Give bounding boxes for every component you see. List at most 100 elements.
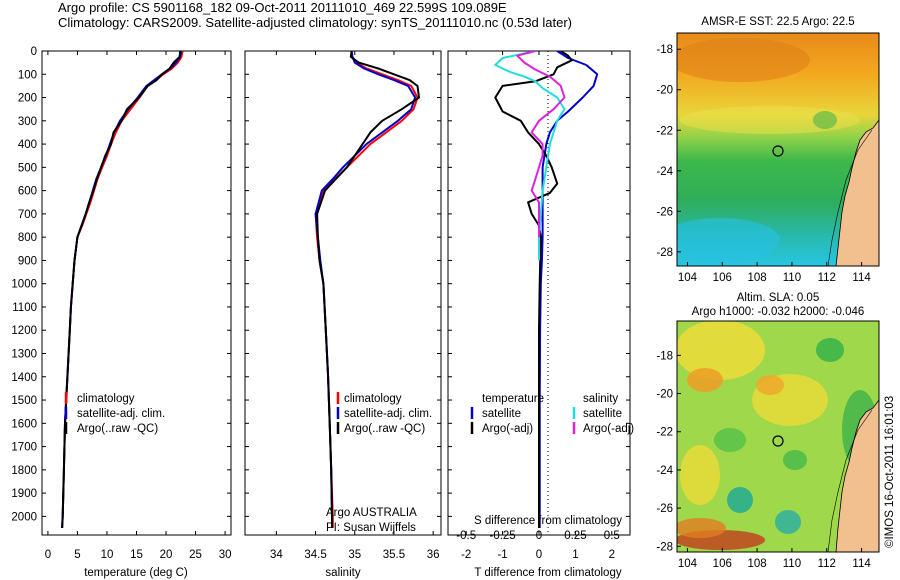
- sla-yellow-patch: [677, 321, 765, 380]
- pi-annotation: PI: Susan Wijffels: [326, 522, 416, 534]
- x-tick-label: 34.5: [304, 549, 326, 561]
- profile-series: [61, 51, 599, 529]
- s-difference-axis-label: S difference from climatology: [474, 515, 622, 527]
- sla-map-title-line2: Argo h1000: -0.032 h2000: -0.046: [692, 306, 865, 318]
- x-tick-label: 36: [427, 549, 440, 561]
- legend-label-t-satellite: satellite: [482, 408, 521, 420]
- legend-title-salinity: salinity: [583, 393, 618, 405]
- platform-annotation: Argo AUSTRALIA: [326, 507, 417, 519]
- depth-tick-label: 2000: [11, 511, 37, 523]
- series-group: [494, 51, 599, 528]
- map-x-tick-label: 108: [748, 272, 767, 284]
- land-mass: [835, 399, 879, 552]
- depth-tick-label: 500: [18, 162, 37, 174]
- x-tick-label: -1: [497, 549, 507, 561]
- map-y-tick-label: -18: [656, 44, 673, 56]
- sst-map: [677, 33, 879, 266]
- sst-map-frame: [676, 32, 880, 267]
- sla-orange-patch: [687, 368, 723, 392]
- map-y-tick-label: -20: [656, 389, 673, 401]
- legend-label-argo: Argo(..raw -QC): [344, 423, 425, 435]
- imos-watermark: ©IMOS 16-Oct-2011 16:01:03: [884, 396, 896, 548]
- x-tick-label: 25: [189, 549, 202, 561]
- legend-title-temperature: temperature: [482, 393, 544, 405]
- shelf-contour: [827, 409, 873, 552]
- legend-label-satellite: satellite-adj. clim.: [77, 408, 165, 420]
- depth-tick-label: 400: [18, 139, 37, 151]
- map-y-tick-label: -28: [656, 541, 673, 553]
- sst-yellow-band: [680, 106, 860, 134]
- salinity-panel-frame: [244, 50, 442, 536]
- map-x-tick-label: 112: [818, 272, 836, 284]
- temperature-panel-frame: [41, 50, 232, 536]
- sla-green-eddy: [783, 450, 807, 470]
- sst-green-patch: [813, 111, 837, 129]
- figure-title-line2: Climatology: CARS2009. Satellite-adjuste…: [58, 15, 573, 30]
- s-difference-tick-label: -0.25: [489, 530, 515, 542]
- salinity-axis-label: salinity: [325, 567, 360, 579]
- t-difference-axis-label: T difference from climatology: [474, 567, 621, 579]
- depth-tick-label: 600: [18, 186, 37, 198]
- sla-cool-eddy: [727, 487, 753, 513]
- sla-yellow-patch: [680, 445, 720, 505]
- line-temperature-argo-adj: [494, 51, 573, 528]
- map-x-tick-label: 110: [783, 558, 801, 570]
- map-x-tick-label: 108: [748, 558, 767, 570]
- x-tick-label: 10: [101, 549, 114, 561]
- depth-tick-label: 1800: [11, 465, 37, 477]
- x-tick-label: 2: [609, 549, 615, 561]
- s-difference-tick-label: -0.5: [456, 530, 476, 542]
- x-tick-label: 0: [45, 549, 51, 561]
- line-temperature-satellite: [538, 51, 599, 528]
- float-position-marker: [772, 435, 784, 447]
- temperature-axis-label: temperature (deg C): [84, 567, 188, 579]
- x-tick-label: 35: [348, 549, 361, 561]
- depth-tick-label: 0: [31, 46, 37, 58]
- x-tick-label: -2: [461, 549, 471, 561]
- sla-orange-patch: [677, 518, 726, 538]
- map-y-tick-label: -26: [656, 206, 673, 218]
- x-tick-label: 30: [219, 549, 232, 561]
- depth-tick-label: 700: [18, 209, 37, 221]
- legend-label-climatology: climatology: [77, 393, 135, 405]
- series-group: [61, 51, 184, 529]
- depth-tick-label: 300: [18, 116, 37, 128]
- line-salinity-satellite: [494, 51, 566, 261]
- line-argo-raw-qc: [61, 51, 182, 529]
- map-y-tick-label: -22: [656, 427, 673, 439]
- shelf-contour: [827, 129, 873, 266]
- depth-tick-label: 800: [18, 232, 37, 244]
- figure-title-line1: Argo profile: CS 5901168_182 09-Oct-2011…: [58, 0, 507, 15]
- map-x-tick-label: 110: [783, 272, 801, 284]
- map-x-tick-label: 114: [852, 272, 871, 284]
- sla-green-eddy: [816, 338, 844, 362]
- map-axes: 104 106 108 110 112 114 -18 -20 -22 -24 -26 -28 104 1…: [656, 44, 871, 570]
- depth-tick-label: 1600: [11, 418, 37, 430]
- sst-map-title: AMSR-E SST: 22.5 Argo: 22.5: [701, 16, 854, 28]
- sst-cool-patch: [677, 218, 780, 262]
- legend-label-climatology: climatology: [344, 393, 402, 405]
- depth-tick-label: 100: [18, 69, 37, 81]
- depth-tick-label: 1200: [11, 325, 37, 337]
- x-tick-label: 5: [74, 549, 80, 561]
- sst-warm-patch: [677, 38, 810, 82]
- x-tick-label: 1: [572, 549, 578, 561]
- depth-tick-label: 1300: [11, 349, 37, 361]
- legend-label-argo: Argo(..raw -QC): [77, 423, 158, 435]
- map-y-tick-label: -20: [656, 85, 673, 97]
- map-y-tick-label: -18: [656, 350, 673, 362]
- legend-label-s-satellite: satellite: [583, 408, 622, 420]
- map-x-tick-label: 112: [818, 558, 836, 570]
- legend-label-t-argo: Argo(-adj): [482, 423, 533, 435]
- s-difference-tick-label: 0.25: [564, 530, 586, 542]
- depth-tick-label: 1100: [12, 302, 37, 314]
- map-y-tick-label: -22: [656, 125, 673, 137]
- x-tick-label: 35.5: [383, 549, 405, 561]
- x-tick-label: 15: [130, 549, 143, 561]
- sla-orange-patch: [756, 375, 784, 395]
- legend-label-s-argo: Argo(-adj): [583, 423, 634, 435]
- map-x-tick-label: 106: [713, 558, 732, 570]
- map-y-tick-label: -26: [656, 503, 673, 515]
- sla-map-frame: [676, 320, 880, 553]
